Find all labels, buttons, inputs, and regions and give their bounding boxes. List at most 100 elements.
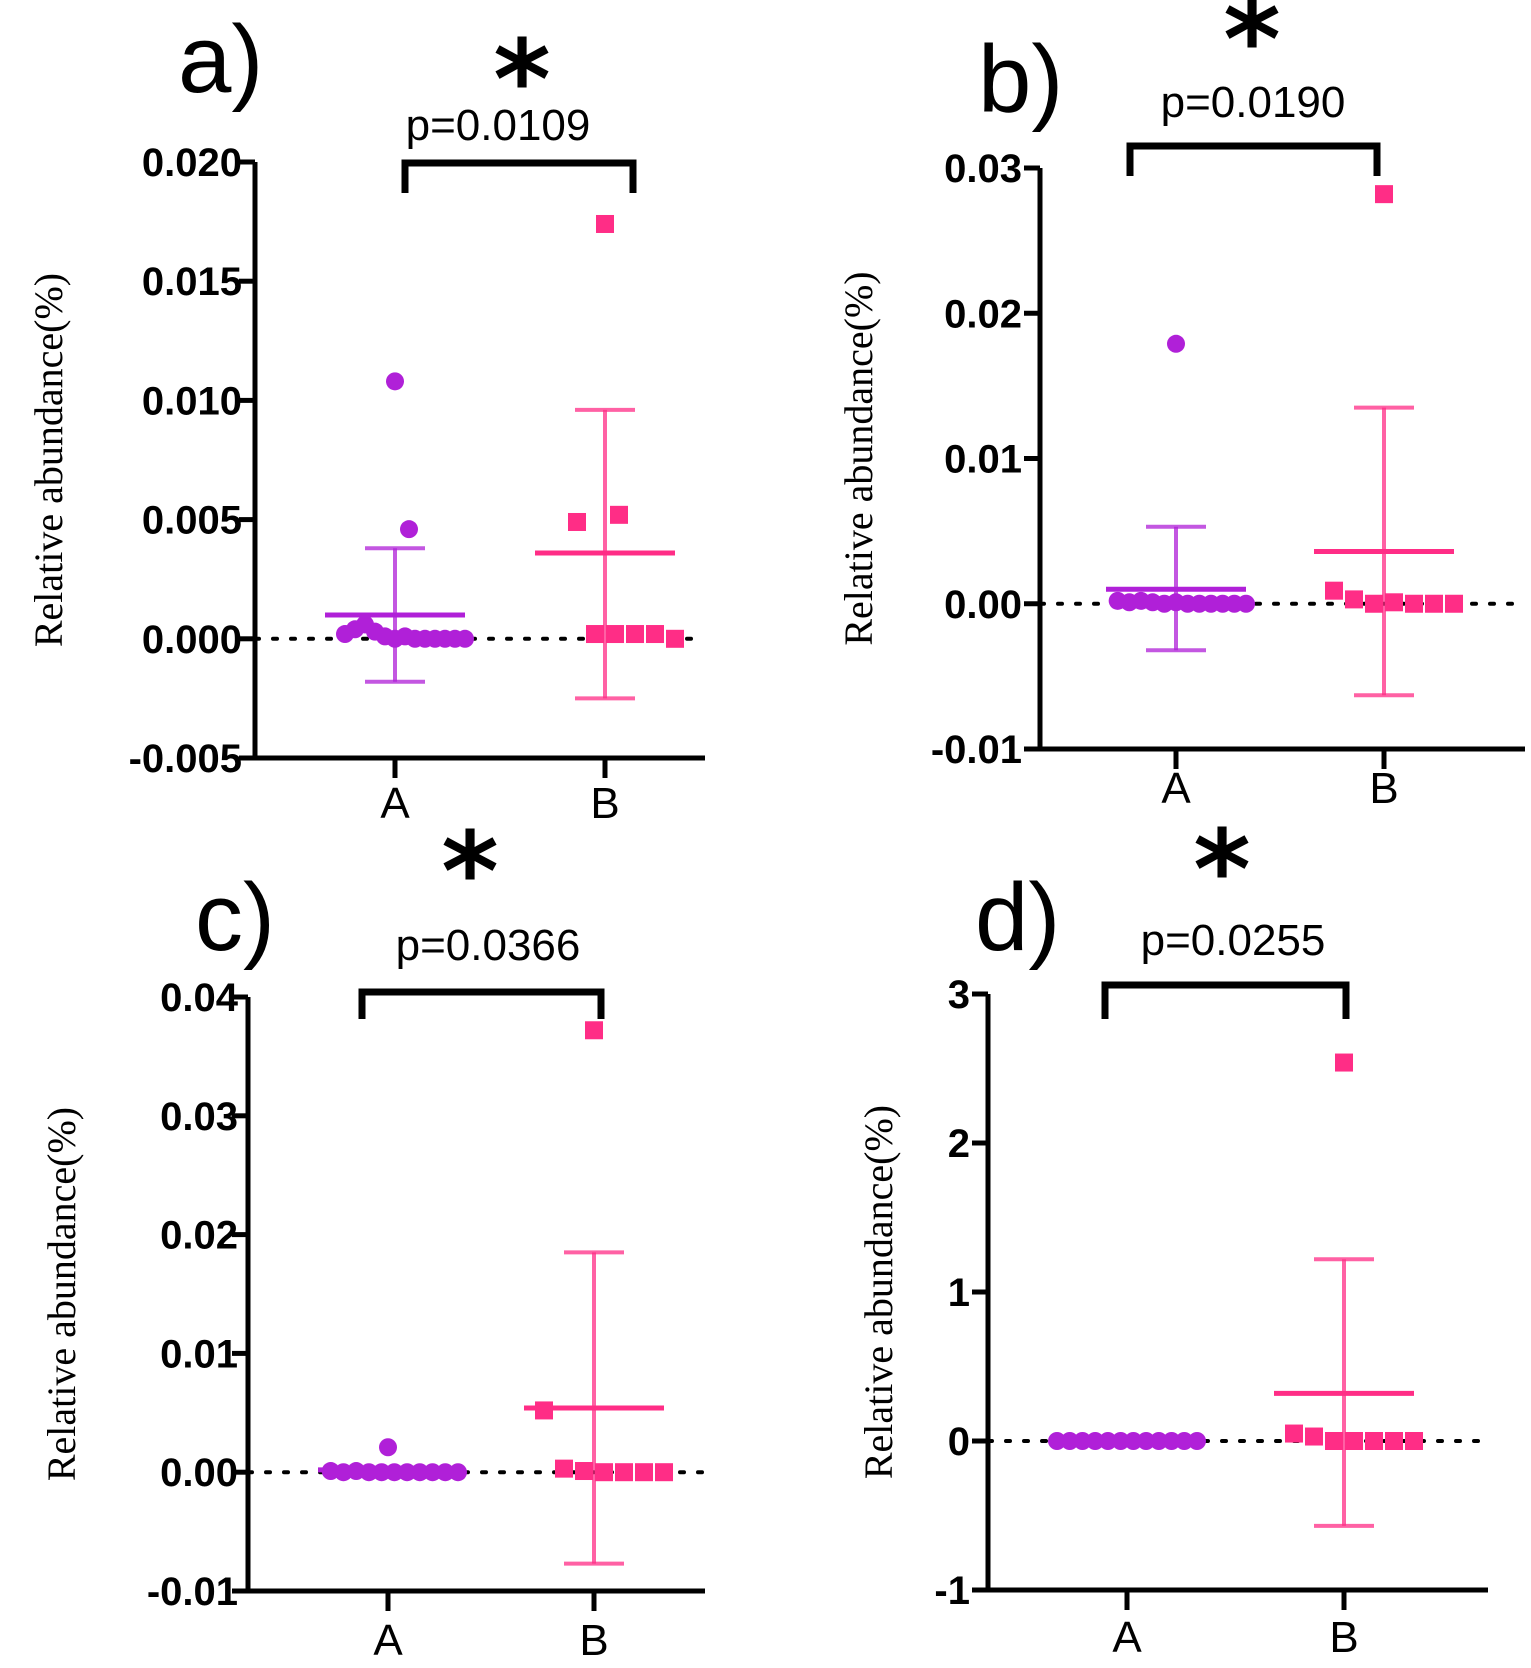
series-B [1274,1053,1423,1528]
y-tick-label: 1 [948,1271,970,1315]
data-point [1098,1432,1117,1450]
data-point [1285,1424,1303,1443]
data-point [1445,594,1463,613]
p-value-label: p=0.0366 [396,921,581,970]
data-point [400,520,418,539]
y-axis-label: Relative abundance(%) [26,273,71,647]
data-point [535,1401,553,1420]
data-point [1237,594,1255,613]
panel-label: b) [978,26,1063,133]
y-tick-label: -0.01 [931,728,1022,772]
data-point [1149,1432,1168,1450]
y-tick-label: 0.01 [944,438,1022,482]
data-point [615,1463,633,1482]
panel-label: d) [975,864,1060,971]
x-tick-label: A [1161,764,1191,813]
p-value-label: p=0.0255 [1141,916,1326,965]
data-point [1188,1432,1206,1450]
data-point [436,1463,455,1482]
data-point [1305,1427,1323,1446]
x-tick-label: B [1329,1613,1358,1662]
data-point [1425,594,1443,613]
data-point [359,1463,378,1482]
data-point [398,1463,417,1482]
significance-bracket [1101,981,1350,1019]
data-point [575,1462,593,1481]
data-point [1048,1432,1066,1450]
y-axis-label: Relative abundance(%) [39,1107,84,1481]
y-tick-label: -0.01 [147,1570,238,1614]
data-point [386,372,404,391]
y-tick-label: 0.04 [160,976,239,1020]
y-tick-label: 3 [948,973,970,1017]
y-tick-label: 0.01 [160,1332,238,1376]
series-B [1314,185,1463,698]
series-A [1048,1432,1206,1450]
data-point [410,1463,429,1482]
y-tick-label: 0 [948,1420,970,1464]
x-tick-label: B [579,1616,608,1665]
data-point [1111,1432,1130,1450]
data-point [626,625,644,644]
data-point [385,1463,404,1482]
data-point [655,1463,673,1482]
data-point [1137,1432,1156,1450]
data-point [568,512,586,531]
data-point [1086,1432,1105,1450]
data-point [449,1463,467,1482]
series-B [524,1021,673,1566]
data-point [1073,1432,1092,1450]
y-tick-label: 0.03 [944,147,1022,191]
data-point [1345,1432,1363,1450]
data-point [585,1021,603,1040]
p-value-label: p=0.0109 [406,101,591,150]
y-tick-label: 0.03 [160,1095,238,1139]
data-point [1325,1432,1343,1450]
data-point [1405,1432,1423,1450]
series-A [325,372,474,684]
data-point [1385,593,1403,612]
y-tick-label: 0.02 [160,1214,238,1258]
y-tick-label: 0.02 [944,292,1022,336]
significance-bracket [401,159,637,193]
data-point [1375,185,1393,204]
y-axis-label: Relative abundance(%) [856,1105,901,1479]
data-point [372,1463,391,1482]
data-point [635,1463,653,1482]
data-point [1385,1432,1403,1450]
data-point [646,625,664,644]
series-A [1106,334,1255,653]
data-point [1335,1053,1353,1072]
x-tick-label: B [590,779,619,828]
data-point [1365,594,1383,613]
data-point [1405,594,1423,613]
panel-b: b) *p=0.0190 -0.01 0.00 0.01 0.02 0.03 Relative… [836,0,1527,813]
y-tick-label: -0.005 [129,737,242,781]
panel-d: d) *p=0.0255 -1 0 1 2 3 Relative abundance(%) A B [856,806,1490,1662]
data-point [596,214,614,233]
y-tick-label: 0.015 [142,260,242,304]
data-point [666,629,684,648]
panel-a: a) *p=0.0109 -0.005 0.000 0.005 0.010 0.015 0.0… [26,6,707,828]
data-point [610,505,628,524]
data-point [1175,1432,1194,1450]
significance-star: * [493,16,551,144]
data-point [1345,590,1363,609]
significance-star: * [1193,806,1251,934]
data-point [1325,581,1343,600]
y-tick-label: 0.000 [142,618,242,662]
y-tick-label: 0.020 [142,141,242,185]
panel-label: c) [195,864,275,971]
data-point [379,1438,397,1457]
y-axis-label: Relative abundance(%) [836,271,881,645]
data-point [1167,334,1185,353]
panel-c: c) *p=0.0366 -0.01 0.00 0.01 0.02 0.03 0.04 Rela… [39,808,707,1665]
panel-label: a) [178,6,263,113]
x-tick-label: A [380,779,410,828]
x-tick-label: B [1369,764,1398,813]
significance-bracket [358,988,605,1019]
y-tick-label: 0.010 [142,379,242,423]
x-tick-label: A [373,1616,403,1665]
y-tick-label: -1 [934,1569,970,1613]
